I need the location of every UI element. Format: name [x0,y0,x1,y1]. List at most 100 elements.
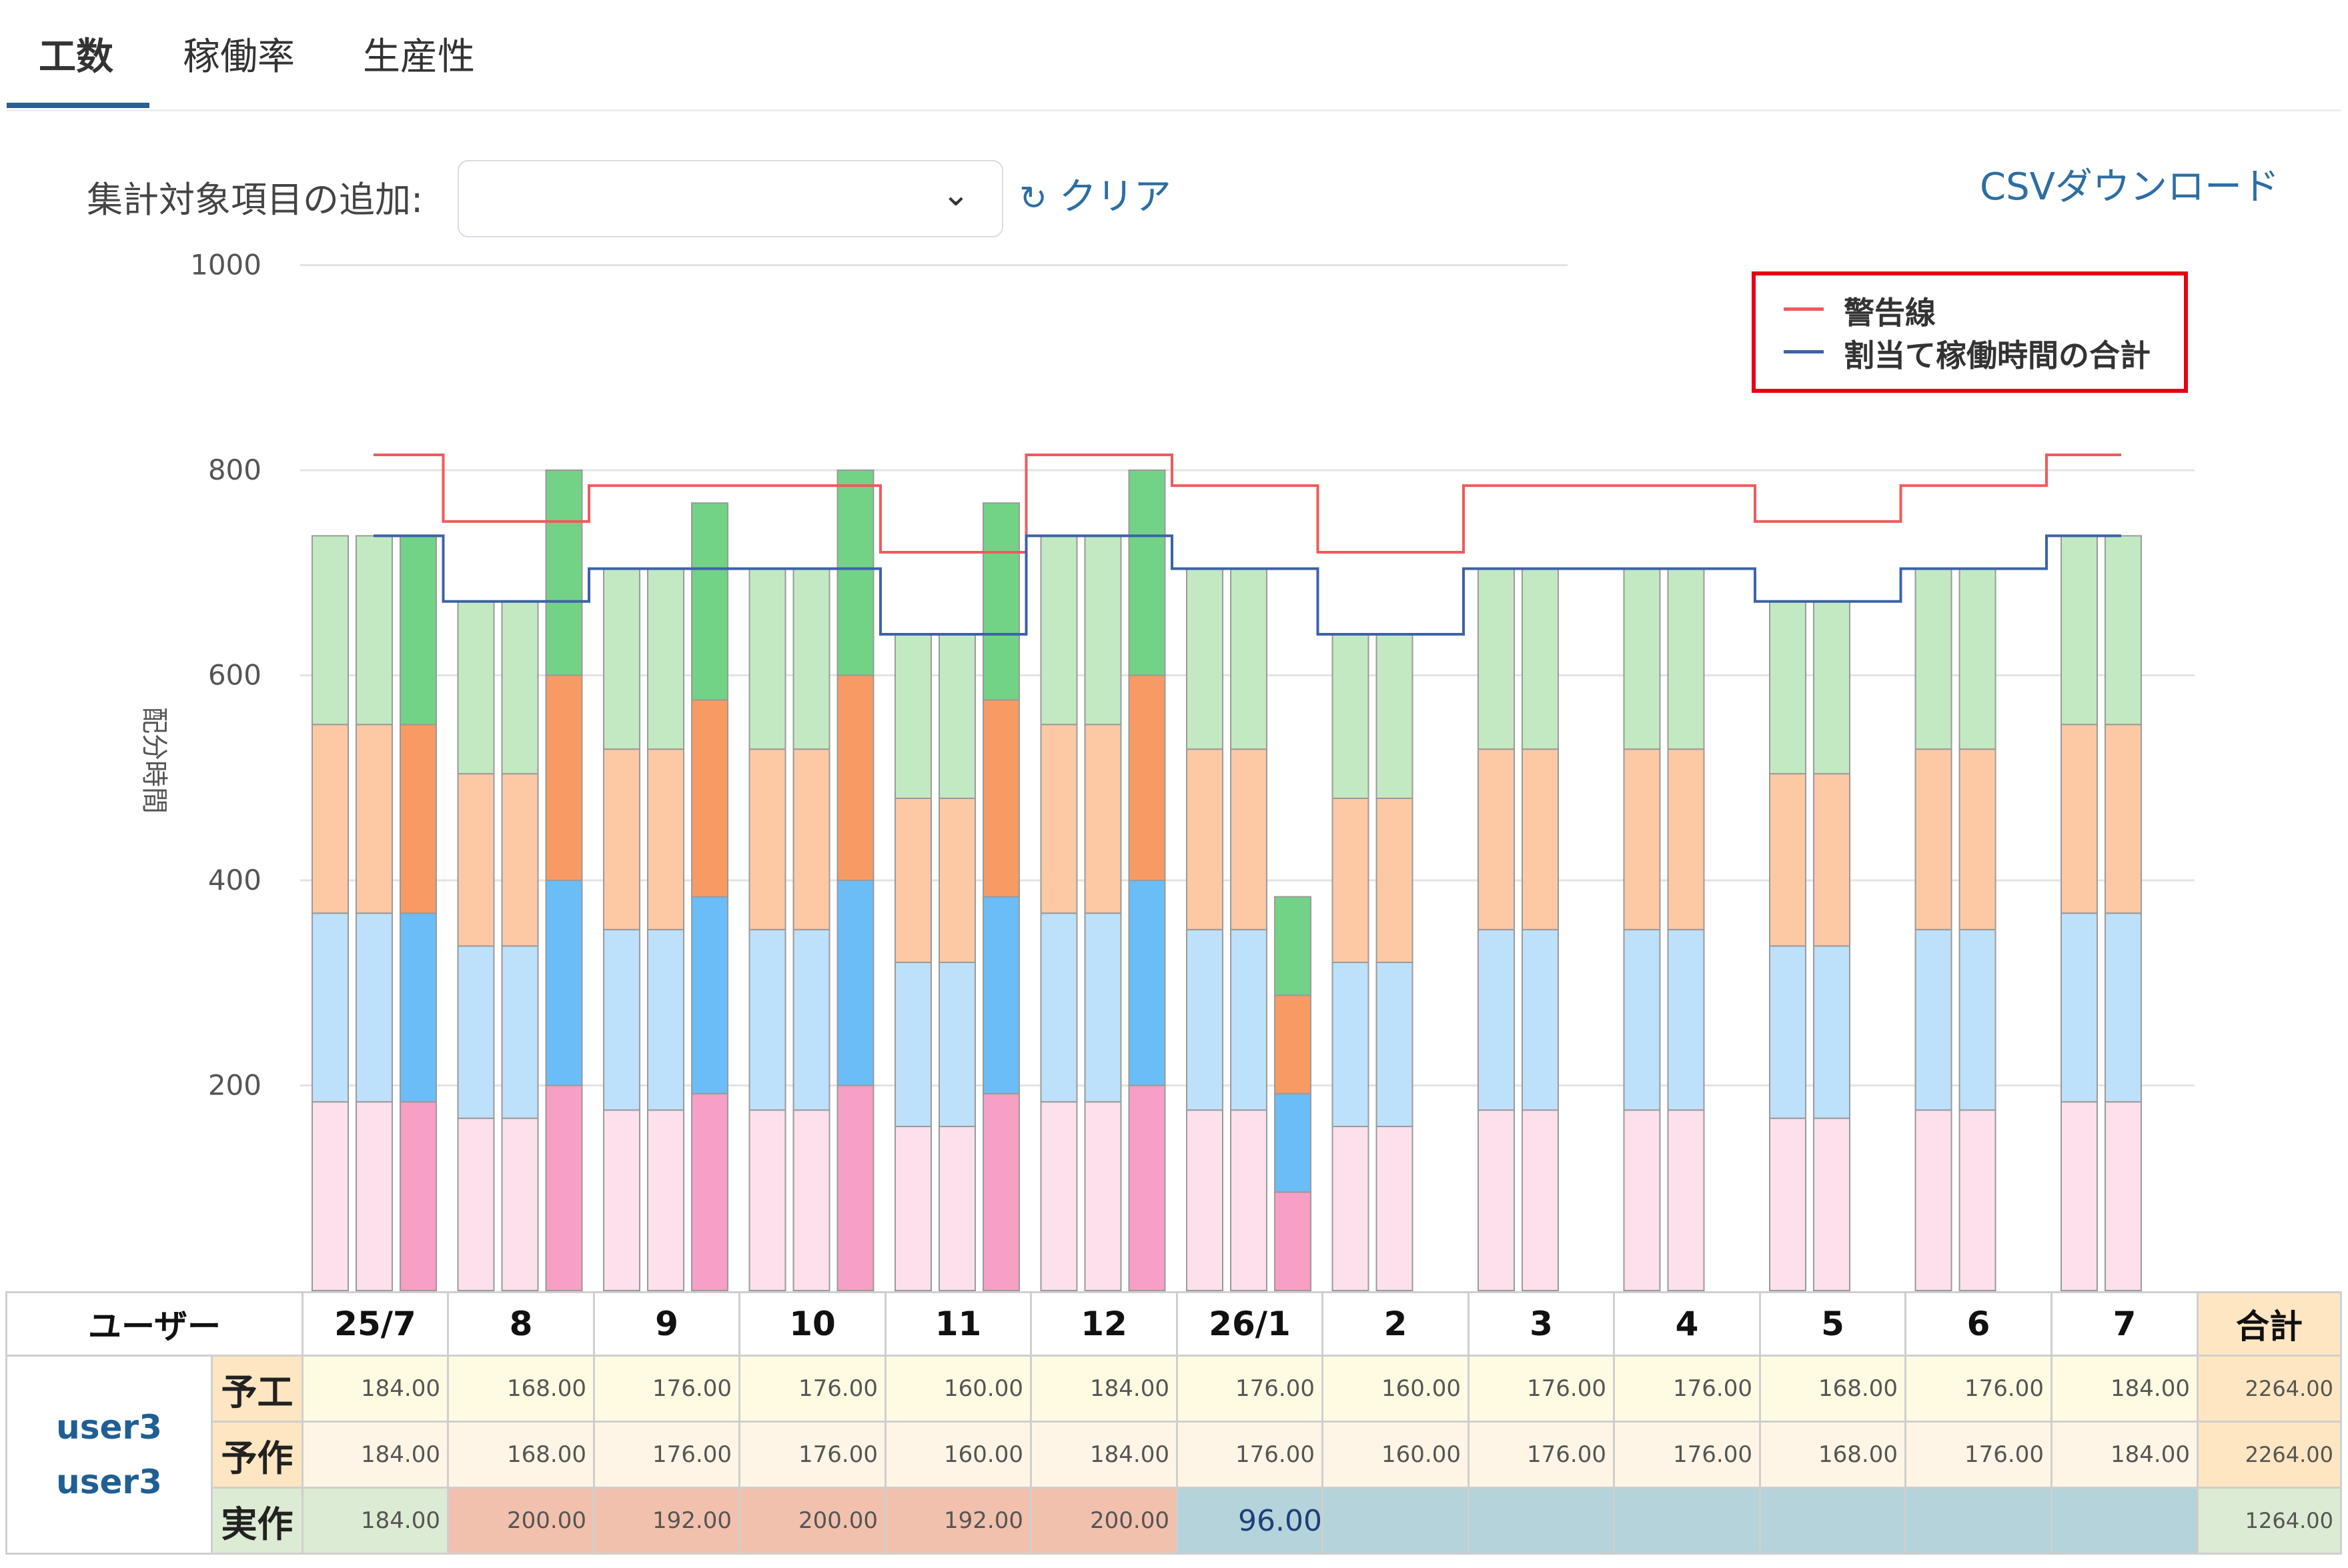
bar-segment[interactable] [1478,928,1515,1111]
aggregation-item-select[interactable] [458,160,1003,237]
bar-segment[interactable] [647,928,684,1111]
bar-segment[interactable] [1667,1109,1705,1292]
bar-segment[interactable] [457,1117,495,1291]
bar-segment[interactable] [748,928,786,1111]
bar-segment[interactable] [792,1109,830,1292]
bar-segment[interactable] [1813,773,1850,947]
bar-segment[interactable] [457,945,495,1119]
bar-segment[interactable] [748,1109,786,1292]
bar-segment[interactable] [1667,568,1705,750]
bar-segment[interactable] [1084,535,1122,726]
bar-segment[interactable] [983,1092,1020,1292]
bar-segment[interactable] [1230,1109,1267,1292]
user-name-link[interactable]: user3 [56,1463,162,1501]
bar-segment[interactable] [1623,1109,1661,1292]
bar-segment[interactable] [1813,1117,1850,1291]
bar-segment[interactable] [1623,568,1661,750]
bar-segment[interactable] [1958,568,1996,750]
bar-segment[interactable] [400,535,437,726]
bar-segment[interactable] [2061,912,2098,1103]
bar-segment[interactable] [312,535,349,726]
bar-segment[interactable] [356,724,393,914]
bar-segment[interactable] [1522,568,1559,750]
bar-segment[interactable] [1084,912,1122,1103]
bar-segment[interactable] [356,535,393,726]
bar-segment[interactable] [1274,1191,1311,1292]
bar-segment[interactable] [647,1109,684,1292]
bar-segment[interactable] [792,928,830,1111]
bar-segment[interactable] [1375,634,1413,799]
bar-segment[interactable] [836,470,874,676]
bar-segment[interactable] [1186,748,1223,930]
bar-segment[interactable] [1623,928,1661,1111]
bar-segment[interactable] [1667,928,1705,1111]
bar-segment[interactable] [691,699,728,898]
bar-segment[interactable] [691,1092,728,1292]
bar-segment[interactable] [792,748,830,930]
bar-segment[interactable] [400,912,437,1103]
user-name-link[interactable]: user3 [56,1408,162,1447]
bar-segment[interactable] [1667,748,1705,930]
bar-segment[interactable] [1478,1109,1515,1292]
bar-segment[interactable] [2105,912,2142,1103]
bar-segment[interactable] [1084,724,1122,914]
bar-segment[interactable] [1186,1109,1223,1292]
bar-segment[interactable] [1375,798,1413,963]
bar-segment[interactable] [895,634,932,799]
bar-segment[interactable] [1040,724,1078,914]
bar-segment[interactable] [1331,962,1369,1127]
bar-segment[interactable] [1958,1109,1996,1292]
clear-button[interactable]: ↻ クリア [1019,167,1171,221]
bar-segment[interactable] [1230,568,1267,750]
bar-segment[interactable] [1274,994,1311,1094]
bar-segment[interactable] [836,880,874,1086]
bar-segment[interactable] [1914,748,1952,930]
bar-segment[interactable] [457,600,495,775]
bar-segment[interactable] [748,568,786,750]
tab-utilization[interactable]: 稼働率 [183,35,295,79]
tab-work-hours[interactable]: 工数 [39,35,113,79]
bar-segment[interactable] [939,798,976,963]
bar-segment[interactable] [545,470,583,676]
bar-segment[interactable] [895,1126,932,1291]
bar-segment[interactable] [2105,1101,2142,1291]
bar-segment[interactable] [1478,568,1515,750]
bar-segment[interactable] [400,724,437,914]
csv-download-link[interactable]: CSVダウンロード [1980,165,2279,209]
bar-segment[interactable] [647,748,684,930]
bar-segment[interactable] [895,798,932,963]
bar-segment[interactable] [1769,600,1806,775]
bar-segment[interactable] [1128,1084,1166,1291]
bar-segment[interactable] [1331,1126,1369,1291]
bar-segment[interactable] [2105,535,2142,726]
chevron-down-icon[interactable]: ⌄ [942,175,970,213]
bar-segment[interactable] [603,1109,640,1292]
bar-segment[interactable] [603,928,640,1111]
bar-segment[interactable] [1769,1117,1806,1291]
bar-segment[interactable] [545,1084,583,1291]
bar-segment[interactable] [1914,928,1952,1111]
bar-segment[interactable] [939,1126,976,1291]
bar-segment[interactable] [545,674,583,881]
bar-segment[interactable] [1522,1109,1559,1292]
bar-segment[interactable] [983,896,1020,1094]
bar-segment[interactable] [748,748,786,930]
bar-segment[interactable] [1958,748,1996,930]
bar-segment[interactable] [603,748,640,930]
bar-segment[interactable] [501,773,539,947]
bar-segment[interactable] [1813,945,1850,1119]
bar-segment[interactable] [647,568,684,750]
bar-segment[interactable] [1478,748,1515,930]
bar-segment[interactable] [1274,1092,1311,1193]
bar-segment[interactable] [983,502,1020,701]
bar-segment[interactable] [691,896,728,1094]
bar-segment[interactable] [312,1101,349,1291]
bar-segment[interactable] [1522,748,1559,930]
bar-segment[interactable] [1128,674,1166,881]
bar-segment[interactable] [1331,634,1369,799]
bar-segment[interactable] [836,674,874,881]
bar-segment[interactable] [1186,928,1223,1111]
bar-segment[interactable] [501,945,539,1119]
bar-segment[interactable] [1040,535,1078,726]
bar-segment[interactable] [2061,724,2098,914]
